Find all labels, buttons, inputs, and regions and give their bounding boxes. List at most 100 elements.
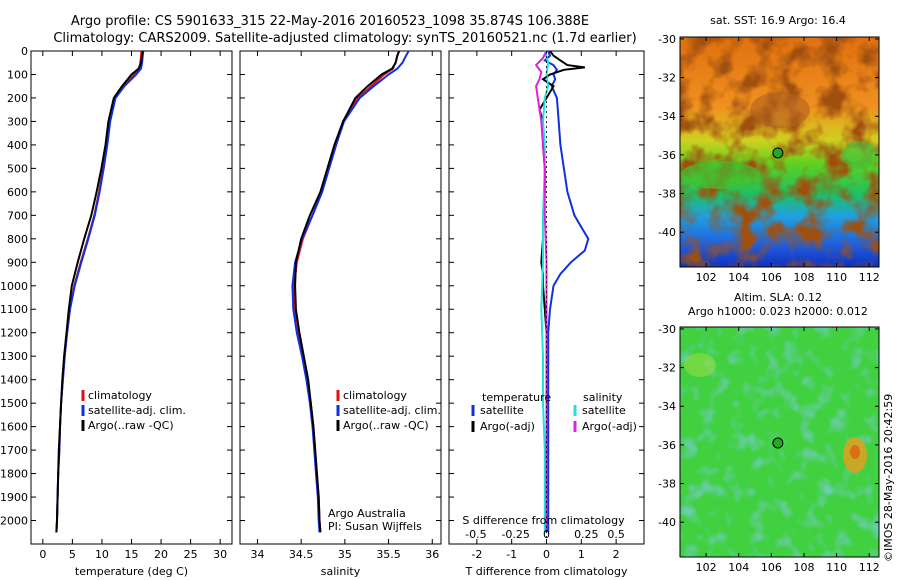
- y-tick-label: -34: [658, 400, 676, 413]
- sla-high-core: [850, 445, 860, 459]
- title-line2: Climatology: CARS2009. Satellite-adjuste…: [53, 31, 636, 46]
- difference-panel: -2 -1 0 1 2 T difference from climatology temp…: [448, 50, 645, 578]
- x-tick-label: 112: [859, 271, 880, 284]
- legend-label: satellite-adj. clim.: [88, 404, 186, 417]
- series-line-argo: [294, 50, 401, 533]
- sla-map-title-2: Argo h1000: 0.023 h2000: 0.012: [688, 305, 868, 318]
- y-tick-label: 1700: [0, 444, 28, 457]
- x-tick-label: 102: [696, 561, 717, 574]
- x2-tick-label: -0.25: [501, 528, 529, 541]
- y-tick-label: 1400: [0, 374, 28, 387]
- annotation-text: Argo Australia: [328, 507, 406, 520]
- y-tick-label: 1000: [0, 280, 28, 293]
- x-tick-label: 30: [213, 548, 227, 561]
- temperature-panel: 0100200300400500600700800900100011001200…: [0, 45, 233, 578]
- legend-label: climatology: [88, 389, 152, 402]
- x-tick-label: 36: [425, 548, 439, 561]
- y-tick-label: 1100: [0, 303, 28, 316]
- x2-tick-label: 0.5: [607, 528, 625, 541]
- y-tick-label: -40: [658, 226, 676, 239]
- x-tick-label: -2: [471, 548, 482, 561]
- x-tick-label: 35.5: [376, 548, 401, 561]
- x-tick-label: 106: [761, 561, 782, 574]
- y-tick-label: 1800: [0, 468, 28, 481]
- y-tick-label: 700: [7, 209, 28, 222]
- x-tick-label: 10: [95, 548, 109, 561]
- y-tick-label: 200: [7, 92, 28, 105]
- y-tick-label: 1600: [0, 421, 28, 434]
- x-tick-label: 104: [728, 271, 749, 284]
- legend-label: satellite: [480, 404, 524, 417]
- argo-position-marker: [772, 147, 784, 159]
- legend-heading-temperature: temperature: [482, 391, 551, 404]
- sla-map-title-1: Altim. SLA: 0.12: [734, 291, 822, 304]
- y-tick-label: 300: [7, 115, 28, 128]
- y-tick-label: -30: [658, 323, 676, 336]
- x-tick-label: 108: [793, 561, 814, 574]
- x-tick-label: 112: [859, 561, 880, 574]
- x-tick-label: 5: [69, 548, 76, 561]
- y-tick-label: 1500: [0, 397, 28, 410]
- credit-text: ©IMOS 28-May-2016 20:42:59: [882, 394, 895, 562]
- y-tick-label: 400: [7, 139, 28, 152]
- legend-heading-salinity: salinity: [583, 391, 623, 404]
- sst-front-patch: [680, 161, 760, 189]
- sst-map-title: sat. SST: 16.9 Argo: 16.4: [710, 14, 846, 27]
- sla-map-frame: [679, 326, 880, 558]
- y-tick-label: -36: [658, 439, 676, 452]
- y-tick-label: 2000: [0, 515, 28, 528]
- x-tick-label: 0: [543, 548, 550, 561]
- x-tick-label: 110: [826, 271, 847, 284]
- y-tick-label: -40: [658, 516, 676, 529]
- y-tick-label: 0: [21, 45, 28, 58]
- x-tick-label: 104: [728, 561, 749, 574]
- x-axis-label: T difference from climatology: [465, 565, 628, 578]
- y-tick-label: 500: [7, 162, 28, 175]
- x-tick-label: 1: [578, 548, 585, 561]
- y-tick-label: 1300: [0, 350, 28, 363]
- legend-label: satellite: [582, 404, 626, 417]
- y-tick-label: -36: [658, 149, 676, 162]
- x-tick-label: 34.5: [289, 548, 314, 561]
- y-tick-label: 800: [7, 233, 28, 246]
- x-axis-label: temperature (deg C): [75, 565, 188, 578]
- legend-label: satellite-adj. clim.: [343, 404, 441, 417]
- x2-tick-label: -0.5: [465, 528, 486, 541]
- series-line-argo: [55, 50, 144, 533]
- argo-position-marker: [772, 437, 784, 449]
- annotation-text: PI: Susan Wijffels: [328, 520, 422, 533]
- plot-frame: [239, 50, 442, 545]
- y-tick-label: 1900: [0, 491, 28, 504]
- salinity-panel: 34 34.5 35 35.5 36 salinity climatology satelli…: [239, 50, 442, 578]
- sst-map-panel: sat. SST: 16.9 Argo: 16.4 -30 -32 -34 -36 -3…: [658, 14, 880, 284]
- sst-warm-patch: [750, 92, 810, 128]
- sla-mid-patch: [684, 353, 716, 377]
- x2-tick-label: 0: [543, 528, 550, 541]
- y-tick-label: -30: [658, 33, 676, 46]
- y-tick-label: -38: [658, 188, 676, 201]
- legend-label: Argo(-adj): [480, 420, 535, 433]
- x-tick-label: 15: [125, 548, 139, 561]
- title-line1: Argo profile: CS 5901633_315 22-May-2016…: [71, 14, 589, 29]
- legend-label: Argo(..raw -QC): [88, 419, 174, 432]
- plot-frame: [30, 50, 233, 545]
- x-tick-label: 108: [793, 271, 814, 284]
- x-tick-label: 106: [761, 271, 782, 284]
- sst-eddy-patch: [842, 141, 878, 169]
- x-tick-label: 34: [250, 548, 264, 561]
- x-tick-label: 25: [184, 548, 198, 561]
- x-tick-label: 102: [696, 271, 717, 284]
- x-axis-label: salinity: [321, 565, 361, 578]
- x2-axis-label: S difference from climatology: [462, 514, 625, 527]
- series-line-t_sat: [543, 50, 590, 533]
- x-tick-label: -1: [506, 548, 517, 561]
- sst-map-frame: [679, 36, 880, 268]
- y-tick-label: -32: [658, 362, 676, 375]
- x-tick-label: 20: [154, 548, 168, 561]
- y-tick-label: -32: [658, 72, 676, 85]
- legend-label: Argo(..raw -QC): [343, 419, 429, 432]
- legend-label: Argo(-adj): [582, 420, 637, 433]
- x-tick-label: 35: [338, 548, 352, 561]
- legend-label: climatology: [343, 389, 407, 402]
